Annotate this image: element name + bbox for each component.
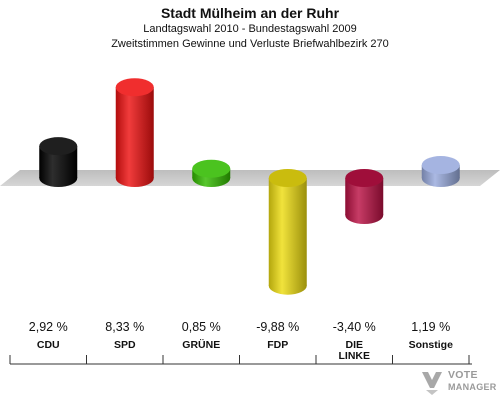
- bar-cdu: [39, 137, 78, 187]
- category-label: FDP: [267, 339, 289, 351]
- chart-description: Zweitstimmen Gewinne und Verluste Briefw…: [111, 38, 389, 50]
- value-label: 0,85 %: [181, 320, 221, 334]
- value-label: 2,92 %: [28, 320, 68, 334]
- bar-die-linke: [345, 169, 384, 225]
- logo-text: VOTE MANAGER: [448, 369, 497, 393]
- value-label: -9,88 %: [256, 320, 300, 334]
- chart-title: Stadt Mülheim an der Ruhr: [160, 5, 340, 21]
- category-label: CDU: [36, 339, 60, 351]
- bar-spd: [115, 78, 154, 187]
- logo-line2: MANAGER: [448, 382, 497, 392]
- chart-subtitle: Landtagswahl 2010 - Bundestagswahl 2009: [143, 23, 357, 35]
- value-label: 1,19 %: [411, 320, 451, 334]
- vote-manager-logo: VOTE MANAGER: [418, 368, 496, 396]
- category-label: SPD: [113, 339, 136, 351]
- logo-mark-icon: [422, 372, 442, 395]
- logo-line1: VOTE: [448, 369, 478, 381]
- category-label: Sonstige: [408, 339, 453, 351]
- value-label: -3,40 %: [332, 320, 376, 334]
- category-label: GRÜNE: [182, 339, 221, 351]
- bar-fdp: [268, 169, 307, 295]
- bar-sonstige: [421, 156, 460, 187]
- value-label: 8,33 %: [105, 320, 145, 334]
- bar-gr-ne: [192, 159, 231, 187]
- category-label: DIE LINKE: [338, 339, 371, 362]
